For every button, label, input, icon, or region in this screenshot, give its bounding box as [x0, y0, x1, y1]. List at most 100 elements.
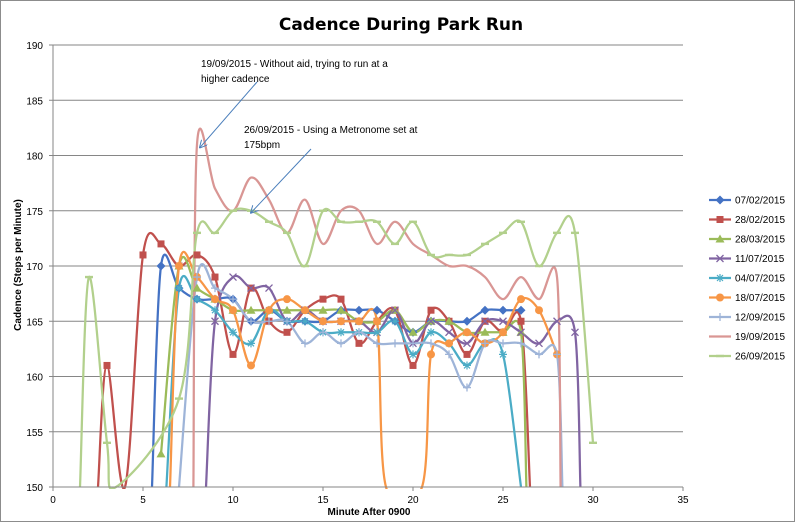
series-line [96, 231, 532, 489]
y-axis-title: Cadence (Steps per Minute) [13, 199, 24, 331]
data-point [716, 254, 724, 263]
data-point [715, 234, 725, 243]
data-point [499, 350, 507, 359]
data-point [373, 328, 381, 337]
data-point [571, 328, 579, 337]
data-point [716, 313, 724, 321]
x-tick-label: 30 [587, 495, 599, 506]
x-tick-label: 5 [140, 495, 146, 506]
x-tick-label: 20 [407, 495, 419, 506]
data-point [337, 295, 345, 303]
data-point [156, 449, 166, 458]
y-tick-label: 170 [26, 262, 43, 273]
data-point [409, 339, 417, 348]
annotation-text: 26/09/2015 - Using a Metronome set at [244, 125, 418, 136]
x-axis-title: Minute After 0900 [328, 507, 411, 518]
series-line [168, 250, 559, 489]
series-line [165, 275, 523, 488]
x-tick-label: 0 [50, 495, 56, 506]
data-point [409, 350, 417, 359]
data-point [354, 305, 364, 315]
y-tick-label: 180 [26, 152, 43, 163]
data-point [516, 305, 526, 315]
data-point [553, 350, 561, 359]
data-point [301, 306, 309, 315]
annotation-layer: 19/09/2015 - Without aid, trying to run … [200, 59, 418, 213]
data-point [229, 273, 237, 282]
x-tick-label: 10 [227, 495, 239, 506]
data-point [247, 284, 255, 293]
legend-label: 28/03/2015 [735, 235, 785, 246]
data-point [247, 339, 255, 348]
data-point [247, 361, 255, 370]
data-point [445, 350, 453, 359]
y-tick-label: 175 [26, 207, 43, 218]
data-point [229, 350, 237, 358]
data-point [211, 317, 219, 326]
data-point [408, 327, 418, 336]
annotation-arrow [200, 81, 258, 147]
data-point [283, 328, 291, 336]
data-point [517, 295, 525, 304]
data-point [498, 305, 508, 315]
data-point [427, 306, 435, 314]
annotation-text: 19/09/2015 - Without aid, trying to run … [201, 59, 388, 70]
data-point [355, 317, 363, 326]
data-point [463, 339, 471, 348]
data-point [318, 305, 328, 314]
data-point [372, 305, 382, 315]
data-point [247, 317, 255, 326]
data-point [319, 328, 327, 337]
series-line [192, 127, 562, 488]
data-point [715, 195, 725, 205]
series-line [159, 255, 528, 488]
data-point [499, 328, 507, 337]
data-point [499, 317, 507, 326]
data-point [319, 295, 327, 303]
data-point [427, 328, 435, 337]
annotation-arrow [251, 148, 312, 213]
series-layer [78, 127, 595, 489]
data-point [481, 339, 489, 348]
data-point [409, 361, 417, 369]
data-point [716, 216, 724, 223]
legend-label: 28/02/2015 [735, 215, 785, 226]
y-tick-label: 165 [26, 317, 43, 328]
data-point [193, 251, 201, 259]
data-point [193, 273, 201, 282]
x-tick-label: 35 [677, 495, 689, 506]
data-point [553, 317, 561, 326]
y-tick-label: 190 [26, 41, 43, 52]
y-tick-label: 155 [26, 428, 43, 439]
data-point [391, 339, 399, 348]
series-line [78, 207, 595, 489]
data-point [355, 339, 363, 347]
data-point [373, 339, 381, 348]
annotation-text: 175bpm [244, 140, 280, 151]
marker-layer [85, 209, 597, 458]
legend-label: 11/07/2015 [735, 254, 785, 265]
data-point [463, 361, 471, 370]
data-point [139, 251, 147, 259]
legend-label: 04/07/2015 [735, 274, 785, 285]
data-point [445, 328, 453, 337]
data-point [391, 317, 399, 326]
data-point [229, 295, 237, 304]
x-tick-label: 25 [497, 495, 509, 506]
data-point [445, 339, 453, 348]
legend-label: 19/09/2015 [735, 332, 785, 343]
data-point [337, 339, 345, 348]
legend-label: 26/09/2015 [735, 352, 785, 363]
legend-label: 18/07/2015 [735, 293, 785, 304]
data-point [265, 306, 273, 315]
data-point [716, 293, 724, 302]
data-point [517, 339, 525, 348]
y-tick-label: 150 [26, 483, 43, 494]
data-point [211, 295, 219, 304]
data-point [716, 274, 724, 282]
data-point [391, 306, 399, 315]
data-point [444, 316, 454, 325]
y-tick-label: 160 [26, 373, 43, 384]
data-point [301, 339, 309, 348]
